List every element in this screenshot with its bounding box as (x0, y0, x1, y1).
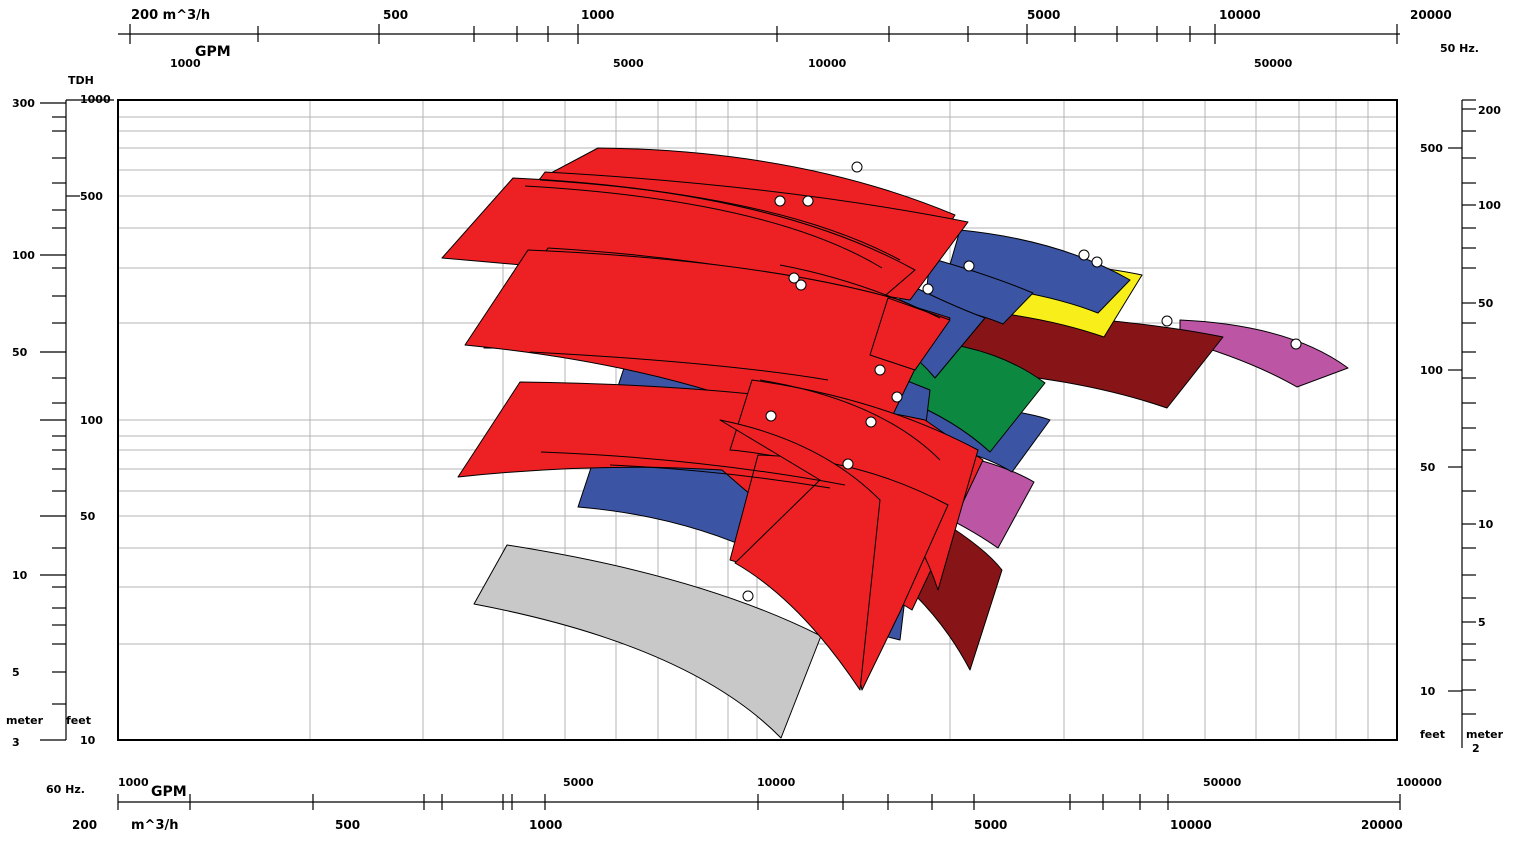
bep-marker (802, 195, 814, 207)
right-feet-tick-label: 50 (1420, 461, 1436, 474)
left-feet-tick-label: 500 (80, 190, 103, 203)
bep-marker (842, 458, 854, 470)
left-meter-tick-label: 50 (12, 346, 28, 359)
bep-markers (742, 161, 1302, 602)
right-meter-tick-label: 100 (1478, 199, 1501, 212)
bottom-gpm-tick-label: 1000 (118, 776, 149, 789)
left-tdh-axes: TDH (6, 74, 114, 749)
right-tdh-axes: 200 100 50 10 5 2 500 100 50 10 feet met… (1420, 99, 1504, 755)
bottom-m3h-tick-label: 500 (335, 818, 360, 832)
right-feet-tick-label: 10 (1420, 685, 1436, 698)
top-m3h-tick-label: 5000 (1027, 8, 1060, 22)
left-feet-label: feet (66, 714, 91, 727)
bottom-frequency-label: 60 Hz. (46, 783, 85, 796)
right-meter-tick-label: 5 (1478, 616, 1486, 629)
bep-marker (795, 279, 807, 291)
curve-line (779, 264, 941, 319)
top-gpm-title: GPM (195, 44, 231, 60)
right-meter-tick-label: 50 (1478, 297, 1494, 310)
top-m3h-tick-label: 10000 (1219, 8, 1261, 22)
bottom-gpm-tick-label: 50000 (1203, 776, 1242, 789)
top-m3h-tick-label: 200 m^3/h (131, 8, 210, 23)
right-meter-tick-label: 10 (1478, 518, 1494, 531)
top-m3h-axis: 200 m^3/h 500 1000 5000 10000 20000 50 H… (118, 8, 1479, 55)
bep-marker (874, 364, 886, 376)
top-gpm-tick-label: 10000 (808, 57, 847, 70)
bep-marker (1161, 315, 1173, 327)
left-tdh-title: TDH (68, 74, 94, 87)
curve-line (540, 451, 846, 486)
bep-marker (1290, 338, 1302, 350)
bottom-m3h-tick-label: 1000 (529, 818, 562, 832)
bep-marker (774, 195, 786, 207)
curve-line (609, 464, 831, 489)
bottom-gpm-title: GPM (151, 784, 187, 800)
left-meter-tick-label: 5 (12, 666, 20, 679)
curve-line (539, 179, 901, 261)
left-meter-tick-label: 10 (12, 569, 28, 582)
bep-marker (765, 410, 777, 422)
bottom-m3h-tick-label: 10000 (1170, 818, 1212, 832)
top-m3h-tick-label: 20000 (1410, 8, 1452, 22)
left-ticks (40, 99, 114, 741)
curve-line (529, 351, 829, 381)
left-feet-tick-label: 10 (80, 734, 96, 747)
region-red-lower-4 (719, 419, 881, 691)
bottom-gpm-axis: 1000 GPM 5000 10000 50000 100000 60 Hz. (46, 776, 1442, 800)
left-feet-tick-label: 100 (80, 414, 103, 427)
top-m3h-ticks (129, 24, 1398, 44)
left-feet-tick-label: 1000 (80, 93, 111, 106)
right-feet-label: feet (1420, 728, 1445, 741)
bottom-m3h-title: m^3/h (131, 818, 179, 833)
bottom-m3h-tick-label: 20000 (1361, 818, 1403, 832)
bep-marker (963, 260, 975, 272)
bep-marker (742, 590, 754, 602)
bep-marker (788, 272, 800, 284)
left-meter-tick-label: 100 (12, 249, 35, 262)
right-feet-tick-label: 100 (1420, 364, 1443, 377)
bep-marker (891, 391, 903, 403)
right-meter-tick-label: 200 (1478, 104, 1501, 117)
bep-marker (865, 416, 877, 428)
right-ticks (1448, 99, 1476, 715)
plot-frame (117, 99, 1398, 741)
top-gpm-tick-label: 5000 (613, 57, 644, 70)
left-meter-tick-label: 300 (12, 97, 35, 110)
left-feet-tick-label: 50 (80, 510, 96, 523)
curve-line (759, 379, 941, 461)
bottom-m3h-axis: 200 m^3/h 500 1000 5000 10000 20000 (72, 794, 1403, 833)
right-meter-label: meter (1466, 728, 1504, 741)
region-curves (524, 179, 941, 489)
bottom-m3h-tick-label: 200 (72, 818, 97, 832)
top-gpm-tick-label: 50000 (1254, 57, 1293, 70)
right-feet-tick-label: 500 (1420, 142, 1443, 155)
right-meter-tick-label: 2 (1472, 742, 1480, 755)
bottom-gpm-tick-label: 10000 (757, 776, 796, 789)
bep-marker (922, 283, 934, 295)
bep-marker (1091, 256, 1103, 268)
top-gpm-tick-label: 1000 (170, 57, 201, 70)
bottom-gpm-tick-label: 5000 (563, 776, 594, 789)
left-meter-label: meter (6, 714, 44, 727)
curve-line (524, 185, 883, 269)
region-gray (473, 544, 822, 739)
pump-regions (441, 147, 1349, 739)
bottom-m3h-tick-label: 5000 (974, 818, 1007, 832)
top-gpm-axis: GPM 1000 5000 10000 50000 (170, 44, 1293, 70)
top-frequency-label: 50 Hz. (1440, 42, 1479, 55)
top-m3h-tick-label: 1000 (581, 8, 614, 22)
bottom-gpm-tick-label: 100000 (1396, 776, 1442, 789)
bottom-m3h-ticks (117, 794, 1401, 810)
bep-marker (1078, 249, 1090, 261)
left-meter-tick-label: 3 (12, 736, 20, 749)
bep-marker (851, 161, 863, 173)
top-m3h-tick-label: 500 (383, 8, 408, 22)
